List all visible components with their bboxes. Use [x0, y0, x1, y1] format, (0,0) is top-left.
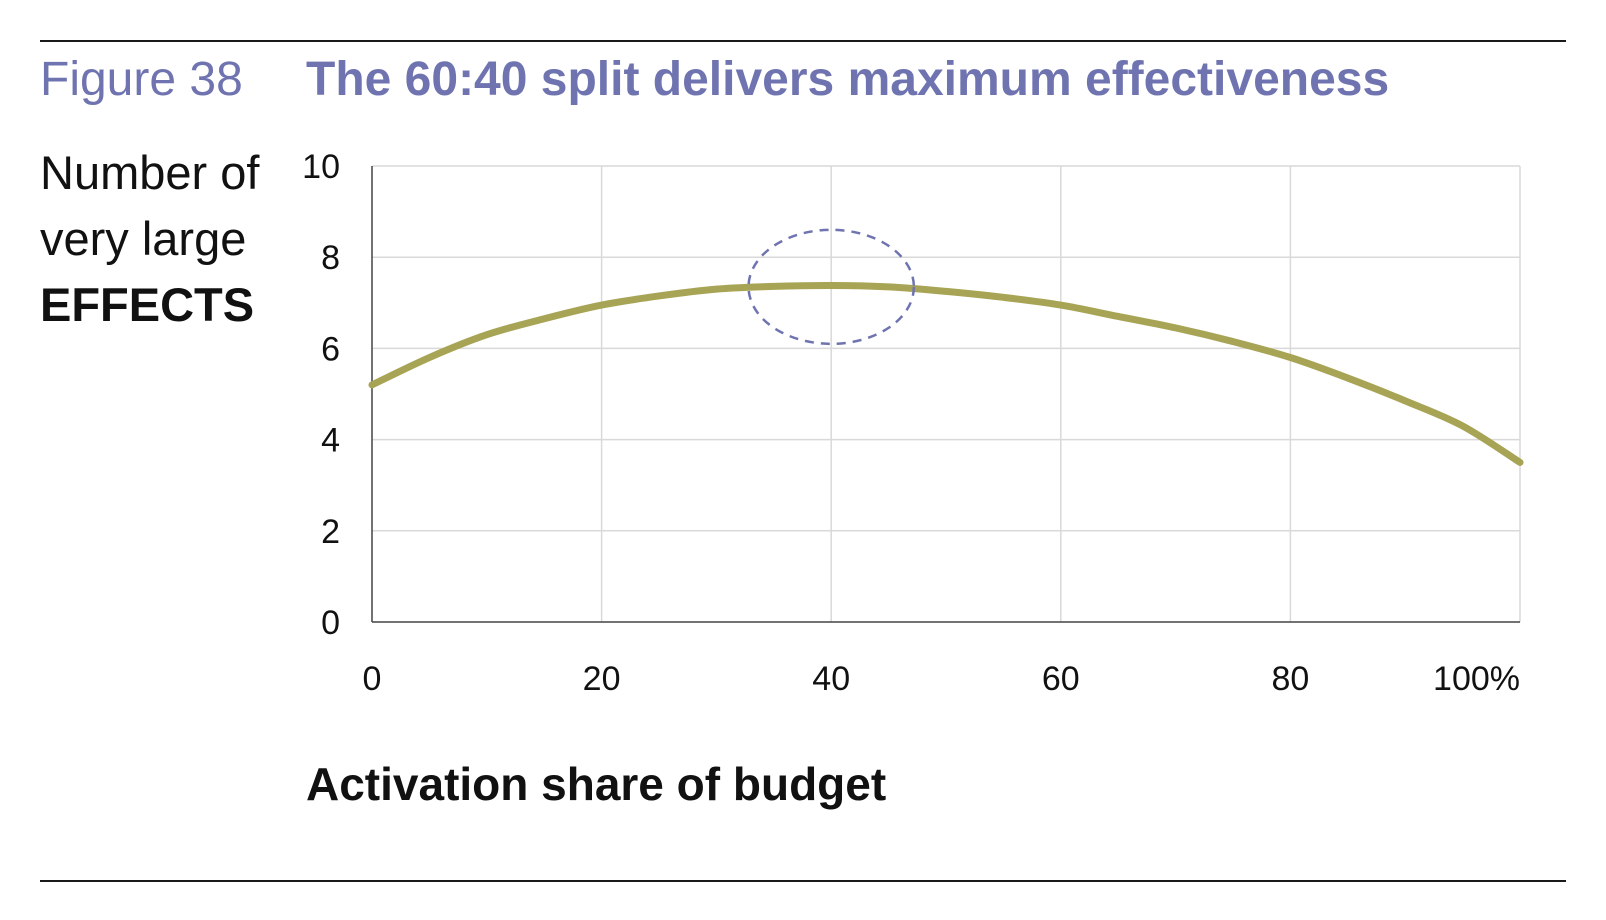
figure-title: The 60:40 split delivers maximum effecti… [306, 53, 1390, 106]
top-rule [40, 40, 1566, 42]
y-axis-label-line-3: EFFECTS [40, 278, 255, 331]
series-layer [368, 281, 1524, 466]
peak-highlight-ellipse [747, 228, 916, 346]
x-tick-label-80: 80 [1271, 660, 1309, 698]
x-tick-label-60: 60 [1042, 660, 1080, 698]
effects-curve-line [368, 281, 1524, 466]
x-tick-label-0: 0 [363, 660, 382, 698]
x-axis-label: Activation share of budget [306, 758, 887, 810]
y-tick-label-0: 0 [321, 604, 340, 642]
y-tick-label-6: 6 [321, 330, 340, 368]
y-axis-label: Number of very large EFFECTS [40, 140, 300, 338]
x-tick-label-40: 40 [812, 660, 850, 698]
x-tick-label-100: 100% [1433, 660, 1520, 698]
y-tick-label-10: 10 [302, 148, 340, 186]
figure-number: Figure 38 [40, 53, 243, 106]
y-axis-label-line-1: Number of [40, 146, 260, 199]
gridlines [372, 165, 1521, 622]
tick-labels: 0 2 4 6 8 10 0 20 40 60 80 100% [302, 148, 1520, 698]
y-axis-label-line-2: very large [40, 212, 247, 265]
y-tick-label-4: 4 [321, 422, 340, 460]
axes [371, 166, 1520, 623]
y-tick-label-2: 2 [321, 513, 340, 551]
highlight-layer [747, 228, 916, 346]
bottom-rule [40, 880, 1566, 882]
y-tick-label-8: 8 [321, 239, 340, 277]
x-tick-label-20: 20 [583, 660, 621, 698]
